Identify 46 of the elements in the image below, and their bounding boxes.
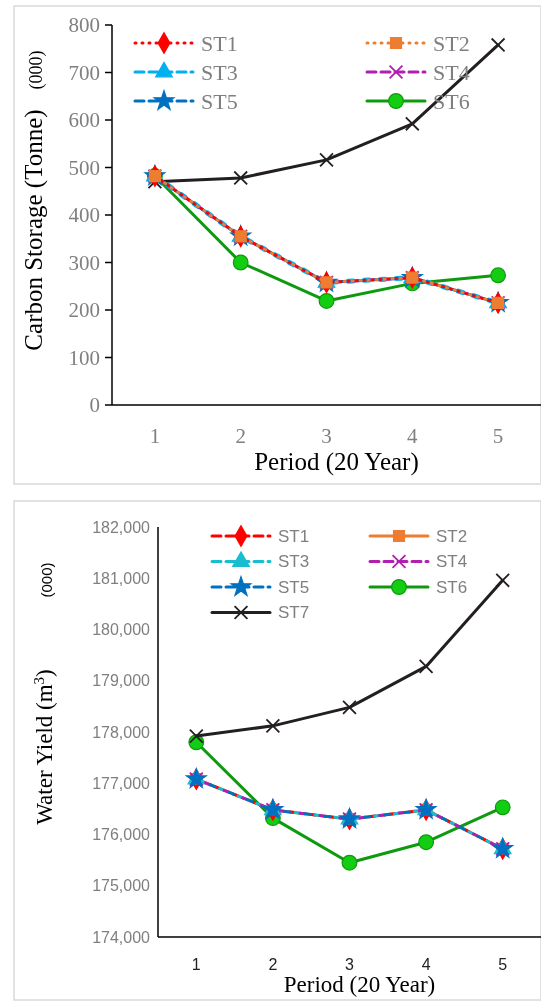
y-tick-label: 182,000 <box>92 518 151 536</box>
y-tick-label: 700 <box>68 60 100 85</box>
legend-label: ST4 <box>436 552 468 572</box>
x-tick-label: 2 <box>268 956 278 973</box>
x-axis-title: Period (20 Year) <box>254 448 419 476</box>
x-tick-label: 5 <box>492 424 504 448</box>
y-tick-label: 200 <box>68 298 100 323</box>
y-tick-label: 500 <box>68 155 100 180</box>
legend-label: ST6 <box>436 577 468 597</box>
y-tick-label: 300 <box>68 250 100 275</box>
y-tick-label: 178,000 <box>92 723 151 741</box>
legend-label: ST2 <box>436 526 468 546</box>
y-tick-label: 100 <box>68 345 100 370</box>
y-tick-label: 181,000 <box>92 569 151 587</box>
y-tick-label: 800 <box>68 13 100 38</box>
x-tick-label: 4 <box>421 956 431 973</box>
y-tick-label: 0 <box>89 393 100 418</box>
y-tick-label: 174,000 <box>92 928 151 946</box>
y-tick-label: 179,000 <box>92 672 151 690</box>
legend-label: ST3 <box>201 59 238 85</box>
x-tick-label: 1 <box>191 956 201 973</box>
legend-label: ST3 <box>278 552 310 572</box>
y-tick-label: 176,000 <box>92 826 151 844</box>
legend-label: ST1 <box>201 30 238 56</box>
legend-label: ST5 <box>201 88 238 114</box>
y-tick-label: 600 <box>68 108 100 133</box>
x-tick-label: 3 <box>345 956 355 973</box>
legend-label: ST7 <box>278 603 310 623</box>
x-tick-label: 3 <box>321 424 332 448</box>
x-axis-title: Period (20 Year) <box>283 972 436 997</box>
y-axis-title: Carbon Storage (Tonne) <box>20 109 48 351</box>
legend-label: ST2 <box>433 30 470 56</box>
legend-label: ST5 <box>278 577 310 597</box>
legend-label: ST6 <box>433 88 470 114</box>
legend-label: ST4 <box>433 59 470 85</box>
y-tick-label: 400 <box>68 203 100 228</box>
y-tick-label: 180,000 <box>92 621 151 639</box>
text: (000) <box>26 50 47 90</box>
text: (000) <box>38 562 55 598</box>
x-tick-label: 4 <box>407 424 419 448</box>
y-tick-label: 177,000 <box>92 774 151 792</box>
legend-label: ST1 <box>278 526 310 546</box>
x-tick-label: 1 <box>149 424 161 448</box>
x-tick-label: 2 <box>235 424 246 448</box>
y-tick-label: 175,000 <box>92 877 151 895</box>
x-tick-label: 5 <box>498 956 508 973</box>
